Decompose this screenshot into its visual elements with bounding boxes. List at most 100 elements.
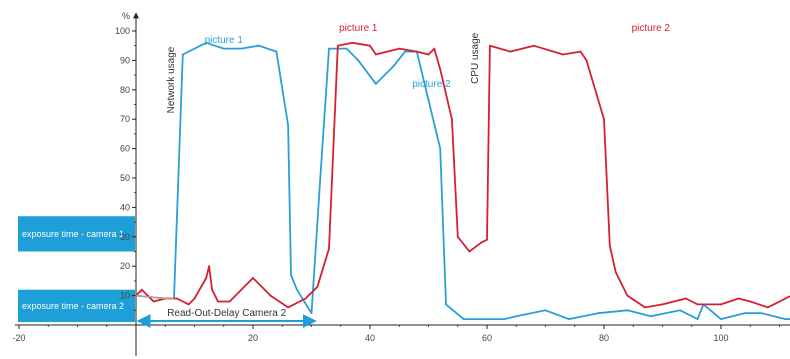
data-point-network-9 xyxy=(287,124,289,126)
data-point-cpu-18 xyxy=(316,285,319,288)
y-tick-label-80: 80 xyxy=(120,85,130,95)
delay-arrow-group: Read-Out-Delay Camera 2 xyxy=(136,308,317,329)
data-point-cpu-16 xyxy=(287,306,289,309)
data-point-cpu-34 xyxy=(489,44,491,47)
data-point-network-27 xyxy=(544,309,547,312)
data-point-network-26 xyxy=(515,315,518,318)
data-point-network-12 xyxy=(310,312,313,315)
data-point-cpu-36 xyxy=(532,44,535,47)
data-point-cpu-49 xyxy=(737,297,740,300)
data-point-network-10 xyxy=(290,274,292,276)
data-point-network-4 xyxy=(205,41,208,44)
data-point-cpu-40 xyxy=(603,118,605,121)
data-point-network-23 xyxy=(462,318,465,321)
data-point-cpu-21 xyxy=(351,41,354,44)
data-point-cpu-1 xyxy=(140,288,143,291)
data-point-cpu-28 xyxy=(439,68,442,71)
data-point-network-31 xyxy=(649,315,652,318)
x-tick-label-60: 60 xyxy=(482,333,492,343)
data-point-network-11 xyxy=(295,288,298,291)
data-point-network-33 xyxy=(696,318,699,321)
annotation-1: picture 1 xyxy=(339,23,378,34)
y-tick-label-20: 20 xyxy=(120,261,130,271)
x-tick-label-80: 80 xyxy=(599,333,609,343)
y-tick-label-60: 60 xyxy=(120,144,130,154)
data-point-network-13 xyxy=(319,177,322,179)
data-point-network-7 xyxy=(257,44,260,47)
data-point-cpu-31 xyxy=(468,250,471,253)
y-tick-label-40: 40 xyxy=(120,202,130,212)
annotation-3: picture 2 xyxy=(632,23,671,34)
data-point-network-15 xyxy=(345,47,348,50)
data-point-cpu-38 xyxy=(579,50,582,53)
data-point-network-21 xyxy=(439,147,442,150)
data-point-cpu-12 xyxy=(240,288,243,291)
data-point-cpu-14 xyxy=(263,288,266,291)
data-point-cpu-4 xyxy=(176,297,178,300)
data-point-cpu-26 xyxy=(427,53,430,56)
data-point-cpu-24 xyxy=(398,47,401,50)
data-point-cpu-7 xyxy=(205,277,208,279)
series-line-network xyxy=(135,41,790,320)
exposure-boxes: exposure time - camera 1 exposure time - … xyxy=(18,216,135,323)
data-point-cpu-13 xyxy=(252,277,254,279)
data-point-cpu-10 xyxy=(217,300,219,303)
data-point-network-28 xyxy=(568,318,570,321)
data-point-cpu-27 xyxy=(433,47,436,50)
data-point-cpu-20 xyxy=(336,44,339,47)
annotation-0: picture 1 xyxy=(205,35,244,46)
data-point-cpu-47 xyxy=(696,303,699,306)
exposure-box-1 xyxy=(18,216,135,252)
data-point-cpu-15 xyxy=(269,294,272,297)
data-point-cpu-19 xyxy=(328,247,330,250)
series-line-cpu xyxy=(135,41,790,309)
data-point-network-22 xyxy=(445,303,447,306)
data-point-cpu-32 xyxy=(480,241,483,244)
data-point-network-24 xyxy=(486,318,488,321)
data-point-cpu-50 xyxy=(749,300,752,303)
data-point-network-6 xyxy=(240,47,243,50)
data-point-cpu-2 xyxy=(152,300,155,303)
x-tick-label--20: -20 xyxy=(12,333,25,343)
data-point-network-35 xyxy=(720,318,722,321)
data-point-cpu-39 xyxy=(585,59,588,62)
data-point-cpu-42 xyxy=(614,271,617,273)
data-point-network-36 xyxy=(743,312,746,315)
data-point-network-30 xyxy=(626,309,629,312)
delay-arrow-label: Read-Out-Delay Camera 2 xyxy=(167,308,286,319)
data-point-cpu-23 xyxy=(374,53,377,56)
data-point-network-29 xyxy=(597,312,600,315)
y-tick-label-10: 10 xyxy=(120,291,130,301)
y-unit-label: % xyxy=(122,11,130,21)
annotation-5: CPU usage xyxy=(470,32,481,84)
x-tick-label-20: 20 xyxy=(248,333,258,343)
x-tick-label-40: 40 xyxy=(365,333,375,343)
data-point-network-17 xyxy=(374,83,377,85)
data-point-cpu-9 xyxy=(211,288,213,291)
data-point-cpu-41 xyxy=(608,244,611,247)
data-point-cpu-51 xyxy=(766,306,769,309)
exposure-box-label-2: exposure time - camera 2 xyxy=(22,301,124,311)
data-point-cpu-11 xyxy=(228,300,231,303)
y-tick-label-100: 100 xyxy=(115,26,130,36)
data-point-cpu-25 xyxy=(415,50,418,53)
data-point-cpu-30 xyxy=(456,235,459,238)
y-tick-label-70: 70 xyxy=(120,114,130,124)
y-tick-label-90: 90 xyxy=(120,55,130,65)
y-tick-label-50: 50 xyxy=(120,173,130,183)
x-tick-label-100: 100 xyxy=(713,333,728,343)
data-point-cpu-37 xyxy=(562,53,564,56)
data-point-network-18 xyxy=(392,65,395,68)
annotation-2: picture 2 xyxy=(412,79,451,90)
y-tick-label-30: 30 xyxy=(120,232,130,242)
data-point-network-5 xyxy=(222,47,225,50)
data-point-network-14 xyxy=(328,47,330,50)
data-point-cpu-35 xyxy=(509,50,512,53)
series-lines xyxy=(135,41,790,321)
annotations: picture 1 picture 1 picture 2 picture 2 Netw… xyxy=(166,23,670,113)
data-point-cpu-29 xyxy=(451,118,453,121)
data-point-network-3 xyxy=(181,53,184,56)
data-point-network-25 xyxy=(503,318,506,321)
data-point-cpu-33 xyxy=(486,238,488,241)
